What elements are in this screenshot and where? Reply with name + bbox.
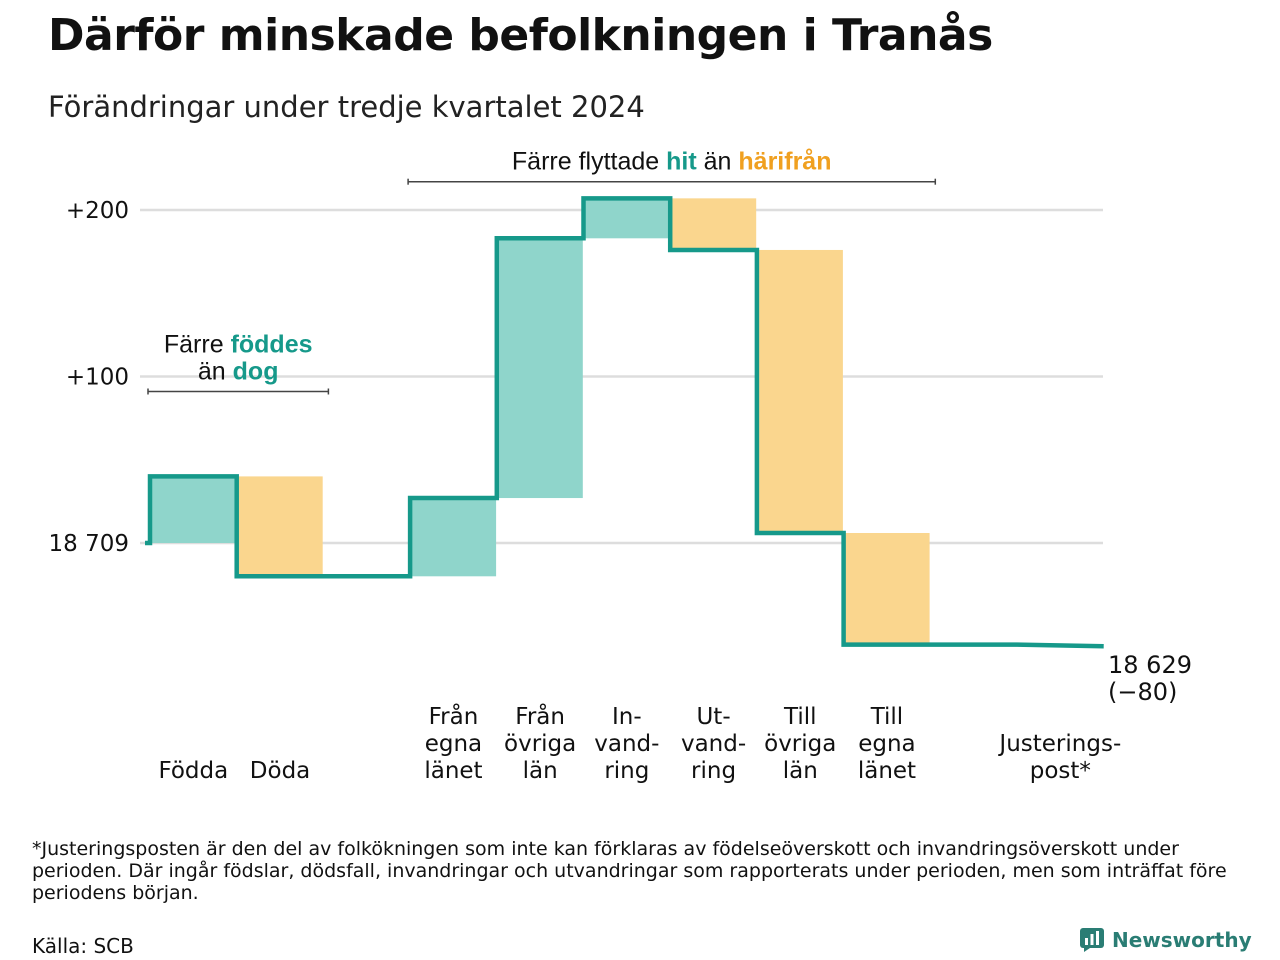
chart-subtitle: Förändringar under tredje kvartalet 2024 — [48, 90, 645, 124]
y-tick-label: +200 — [66, 198, 129, 224]
y-tick-labels: 18 709 +100 +200 — [49, 198, 129, 557]
category-label: Till egna länet — [858, 704, 916, 784]
bar-chart-icon — [1080, 928, 1104, 952]
waterfall-chart: 18 709 +100 +200 Födda Döda Från egna länet Frå… — [49, 148, 1192, 784]
category-label: Från övriga län — [504, 702, 576, 784]
annotation-text: Färre flyttade hit än härifrån — [512, 148, 832, 176]
end-value-labels: 18 629(−80) — [1108, 651, 1192, 706]
step-line — [145, 196, 1104, 649]
inflow-bar — [496, 238, 583, 499]
outflow-bar — [670, 198, 757, 250]
outflow-bar — [843, 533, 930, 645]
brand-name: Newsworthy — [1112, 928, 1252, 952]
brand-logo: Newsworthy — [1080, 928, 1252, 952]
y-tick-label: +100 — [66, 365, 129, 391]
category-label: Till övriga län — [764, 704, 836, 784]
bars — [150, 198, 930, 645]
annotation-text: än dog — [198, 357, 279, 385]
inflow-bar — [150, 476, 236, 543]
cumulative-line — [145, 196, 1104, 649]
category-label: In-vand-ring — [594, 704, 659, 784]
inflow-bar — [410, 498, 497, 577]
chart-title: Därför minskade befolkningen i Tranås — [48, 10, 993, 61]
category-label: Ut-vand-ring — [681, 704, 746, 784]
end-change-label: (−80) — [1108, 678, 1177, 706]
source-note: Källa: SCB — [32, 934, 134, 958]
footnote: *Justeringsposten är den del av folkökni… — [32, 838, 1227, 904]
end-value-label: 18 629 — [1108, 651, 1192, 679]
annotation: Färre flyttade hit än härifrån — [407, 148, 937, 185]
category-label: Födda — [158, 758, 228, 784]
category-label: Justerings-post* — [997, 731, 1121, 784]
y-tick-label: 18 709 — [49, 531, 129, 557]
category-label: Från egna länet — [424, 702, 482, 784]
annotation-text: Färre föddes — [164, 330, 313, 358]
outflow-bar — [756, 249, 843, 534]
category-label: Döda — [250, 758, 310, 784]
category-labels: Födda Döda Från egna länet Från övriga län In-va… — [158, 702, 1121, 784]
inflow-bar — [583, 198, 670, 239]
outflow-bar — [236, 476, 323, 577]
